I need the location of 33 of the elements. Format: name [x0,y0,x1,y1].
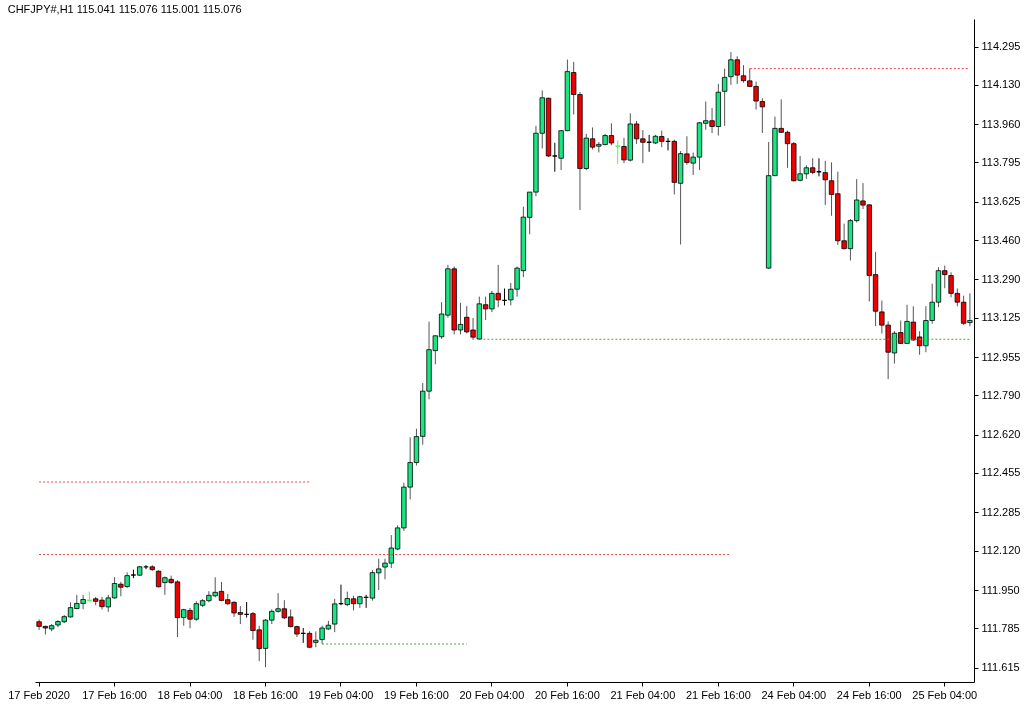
chart-title: CHFJPY#,H1 115.041 115.076 115.001 115.076 [7,3,242,15]
x-tick-label: 17 Feb 2020 [8,688,70,701]
x-tick-label: 24 Feb 16:00 [836,688,902,701]
y-tick-label: 112.790 [981,388,1021,401]
y-tick-label: 111.950 [981,583,1020,596]
x-tick-label: 18 Feb 04:00 [157,688,223,701]
x-tick-label: 25 Feb 04:00 [912,688,978,701]
y-tick-label: 112.455 [981,466,1021,479]
x-tick-label: 24 Feb 04:00 [761,688,827,701]
y-tick-label: 113.460 [981,233,1021,246]
y-tick-label: 114.295 [981,40,1021,53]
y-tick-label: 112.285 [981,505,1021,518]
y-tick-label: 113.290 [981,272,1021,285]
y-tick-label: 111.785 [981,621,1020,634]
y-tick-label: 112.955 [981,350,1021,363]
y-tick-label: 113.960 [981,117,1021,130]
x-tick-label: 19 Feb 16:00 [384,688,449,701]
x-tick-label: 20 Feb 04:00 [459,688,525,701]
y-tick-label: 114.130 [981,78,1021,91]
x-tick-label: 20 Feb 16:00 [534,688,600,701]
y-tick-label: 111.615 [981,661,1020,674]
x-tick-label: 21 Feb 04:00 [610,688,676,701]
y-tick-label: 112.620 [981,428,1021,441]
x-tick-label: 17 Feb 16:00 [82,688,147,701]
candlestick [721,68,728,127]
x-tick-label: 21 Feb 16:00 [685,688,751,701]
y-tick-label: 113.625 [981,195,1021,208]
x-tick-label: 19 Feb 04:00 [308,688,374,701]
y-tick-label: 113.795 [981,155,1021,168]
candlestick [822,160,828,206]
x-tick-label: 18 Feb 16:00 [233,688,298,701]
y-tick-label: 113.125 [981,311,1021,324]
y-tick-label: 112.120 [981,544,1021,557]
